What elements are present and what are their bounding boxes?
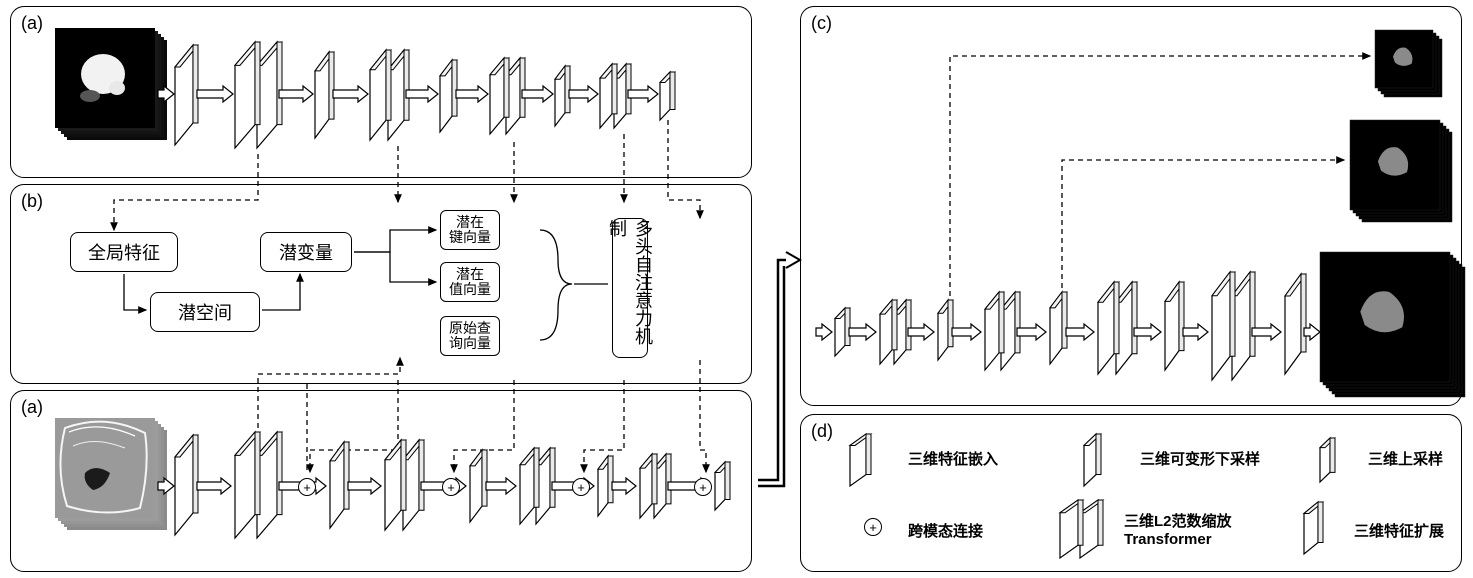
panel-a-top: (a) bbox=[10, 6, 752, 178]
global-feature-box: 全局特征 bbox=[70, 232, 178, 272]
panel-a-top-label: (a) bbox=[21, 13, 43, 34]
panel-c-label: (c) bbox=[811, 13, 832, 34]
legend-l2norm: 三维L2范数缩放 Transformer bbox=[1124, 510, 1232, 548]
panel-d-label: (d) bbox=[811, 421, 833, 442]
latent-var-box: 潜变量 bbox=[260, 232, 352, 272]
panel-c: (c) bbox=[800, 6, 1462, 406]
big-arrow bbox=[758, 252, 800, 486]
latent-space-box: 潜空间 bbox=[150, 292, 260, 332]
value-box: 潜在 值向量 bbox=[440, 262, 500, 302]
panel-a-bottom-label: (a) bbox=[21, 397, 43, 418]
legend-plus-icon: + bbox=[864, 518, 882, 536]
legend-deform-down: 三维可变形下采样 bbox=[1140, 448, 1260, 469]
cross-modal-plus-icon: + bbox=[298, 478, 316, 496]
query-box: 原始查 询向量 bbox=[440, 316, 500, 356]
cross-modal-plus-icon: + bbox=[442, 478, 460, 496]
cross-modal-plus-icon: + bbox=[572, 478, 590, 496]
panel-d: (d) bbox=[800, 414, 1462, 572]
legend-upsample: 三维上采样 bbox=[1368, 448, 1443, 469]
panel-a-bottom: (a) bbox=[10, 390, 752, 572]
legend-cross-modal: 跨模态连接 bbox=[908, 520, 983, 541]
panel-b-label: (b) bbox=[21, 191, 43, 212]
legend-feat-expand: 三维特征扩展 bbox=[1354, 520, 1444, 541]
attention-text: 多头自注意力机制 bbox=[604, 219, 656, 357]
cross-modal-plus-icon: + bbox=[694, 478, 712, 496]
legend-embed: 三维特征嵌入 bbox=[908, 448, 998, 469]
key-box: 潜在 键向量 bbox=[440, 210, 500, 250]
attention-box: 多头自注意力机制 bbox=[612, 218, 648, 358]
